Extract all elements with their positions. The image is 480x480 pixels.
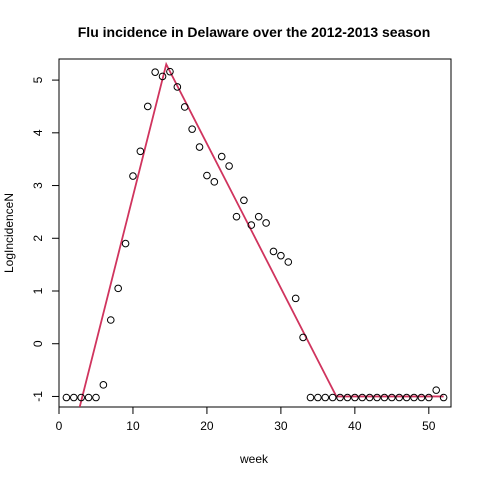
x-tick-label: 0 (56, 419, 63, 433)
data-point (151, 68, 159, 76)
data-point (306, 393, 315, 402)
data-point (247, 221, 256, 229)
data-point (321, 393, 330, 402)
data-point (439, 393, 448, 402)
data-point (121, 239, 130, 248)
data-point (77, 393, 85, 402)
data-point (402, 393, 411, 402)
y-axis: -1 0 1 2 3 4 5 (31, 76, 60, 402)
data-point (217, 152, 226, 161)
data-point (203, 171, 211, 180)
data-point (254, 212, 263, 221)
data-point (358, 393, 367, 402)
data-point (314, 393, 322, 402)
data-point (351, 393, 359, 402)
points-layer (62, 67, 448, 402)
x-tick-label: 30 (274, 419, 288, 433)
data-point (62, 393, 71, 402)
data-point (291, 294, 300, 303)
data-point (232, 212, 241, 221)
chart-title: Flu incidence in Delaware over the 2012-… (78, 24, 431, 40)
data-point (262, 219, 270, 227)
data-point (69, 393, 78, 402)
data-point (210, 178, 219, 186)
data-point (106, 316, 115, 324)
data-point (92, 393, 100, 402)
data-point (114, 284, 122, 293)
y-tick-label: 2 (31, 235, 45, 242)
y-tick-label: 0 (31, 340, 45, 347)
data-point (432, 386, 441, 394)
x-tick-label: 40 (348, 419, 362, 433)
data-point (173, 83, 182, 91)
data-point (343, 393, 352, 402)
data-point (388, 393, 396, 402)
data-point (336, 393, 344, 402)
data-point (299, 333, 307, 342)
data-point (188, 125, 196, 133)
data-point (158, 72, 167, 81)
data-point (166, 67, 174, 76)
data-point (328, 393, 337, 402)
x-tick-label: 20 (200, 419, 214, 433)
data-point (373, 393, 381, 402)
data-point (410, 393, 418, 402)
data-point (417, 393, 426, 402)
data-point (284, 258, 293, 266)
data-point (380, 393, 389, 402)
fit-line-layer (78, 61, 444, 407)
y-tick-label: 1 (31, 287, 45, 294)
data-point (277, 251, 285, 260)
data-point (395, 393, 404, 402)
data-point (143, 102, 152, 111)
data-point (99, 381, 108, 389)
data-point (269, 247, 278, 256)
y-tick-label: 4 (31, 129, 45, 136)
data-point (129, 172, 137, 180)
y-tick-label: 3 (31, 182, 45, 189)
fit-line (78, 61, 444, 407)
plot-frame (58, 58, 452, 408)
data-point (425, 393, 433, 402)
data-point (225, 162, 233, 170)
data-point (195, 143, 204, 151)
y-tick-label: -1 (31, 391, 45, 402)
data-point (180, 103, 189, 111)
x-axis: 0 10 20 30 40 50 (56, 406, 436, 433)
x-tick-label: 10 (126, 419, 140, 433)
data-point (240, 196, 248, 205)
x-tick-label: 50 (422, 419, 436, 433)
y-axis-label: LogIncidenceN (2, 193, 16, 273)
data-point (84, 393, 93, 402)
y-tick-label: 5 (31, 76, 45, 83)
x-axis-label: week (239, 452, 269, 466)
data-point (136, 147, 145, 156)
data-point (365, 393, 374, 402)
